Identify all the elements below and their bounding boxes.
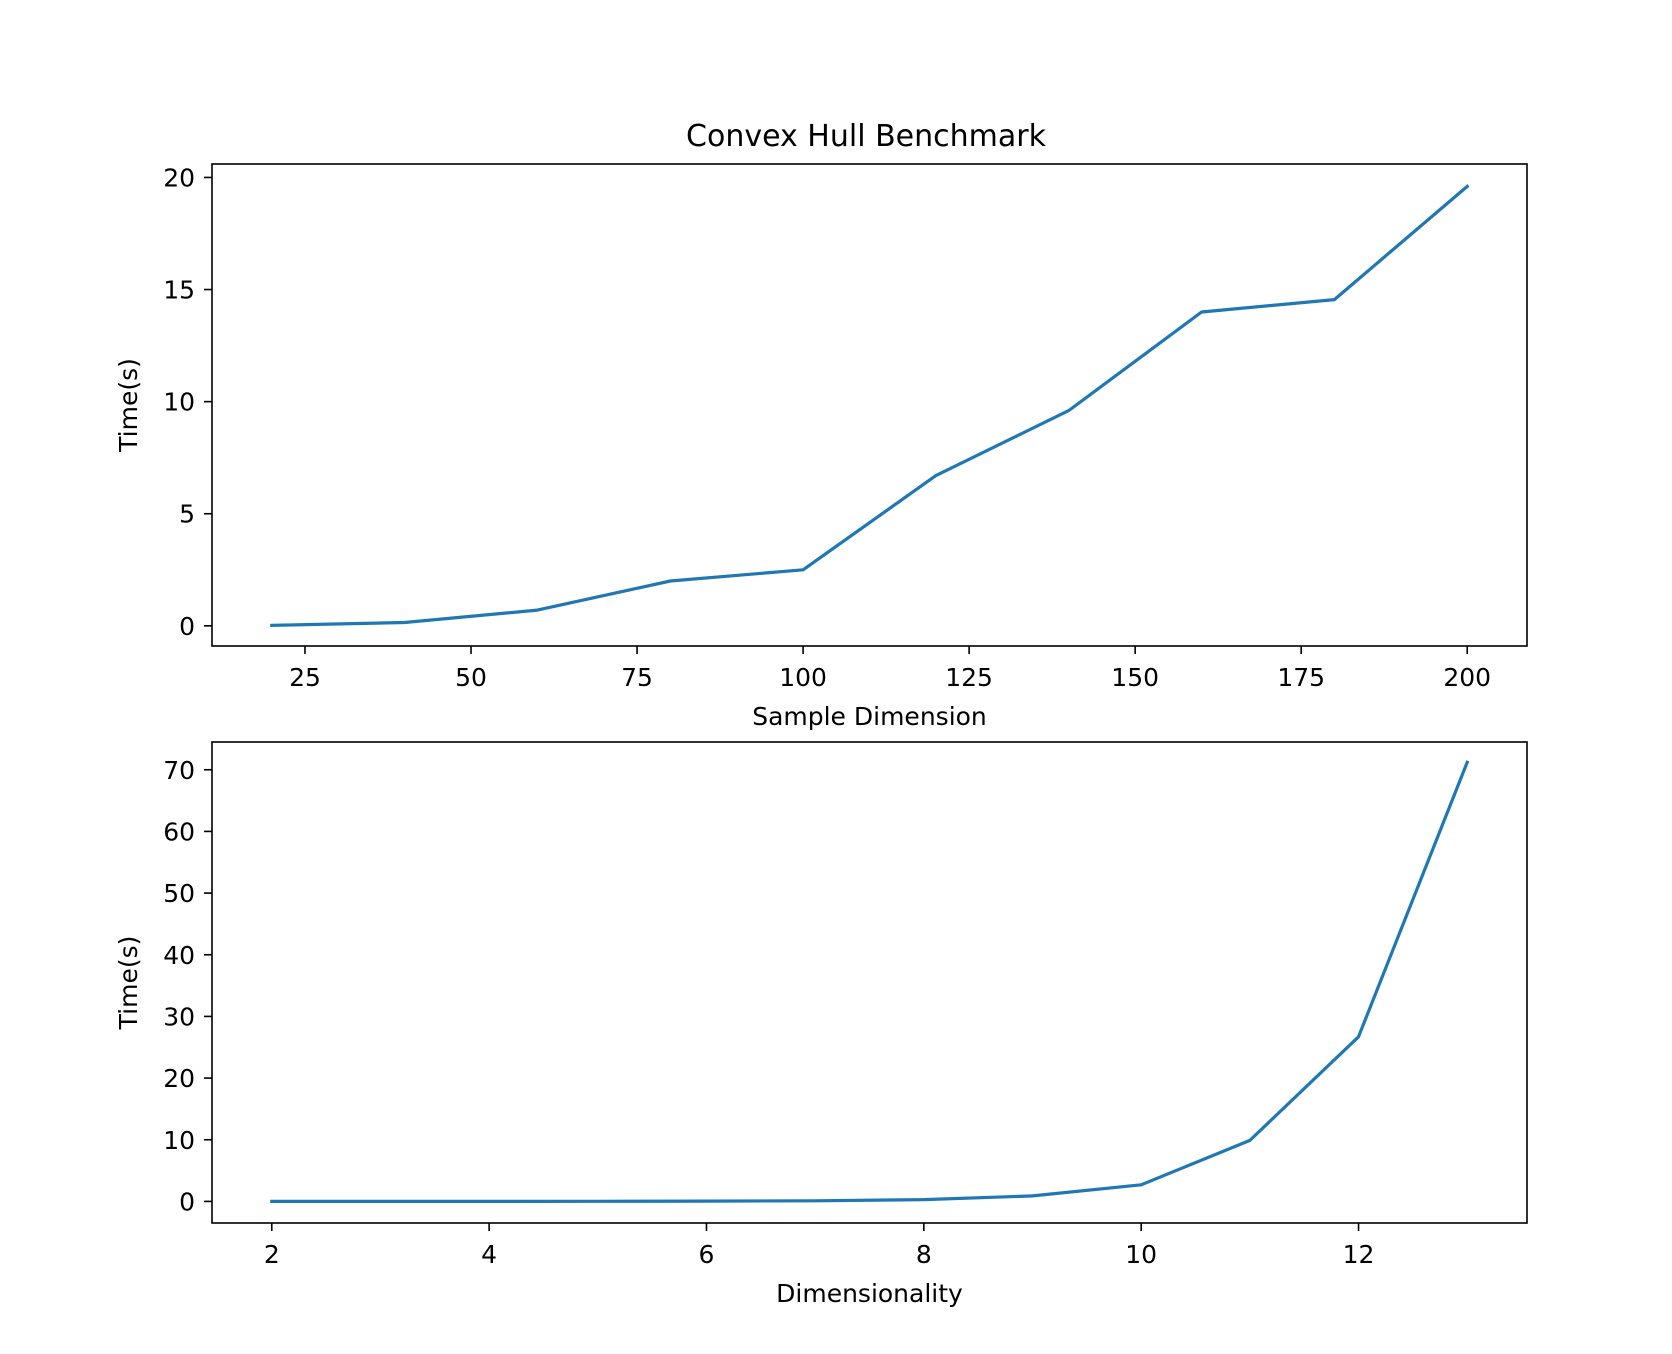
bottom-chart-marks: 2 4 6 8 10 12 0 10 20 30 40 50 60 70: [163, 756, 1470, 1269]
top-x-axis-label: Sample Dimension: [752, 702, 987, 731]
top-x-tick-label: 25: [289, 663, 321, 692]
top-x-tick-label: 200: [1443, 663, 1491, 692]
bottom-x-tick-label: 6: [699, 1240, 715, 1269]
top-y-tick-label: 20: [163, 163, 195, 192]
chart-title: Convex Hull Benchmark: [686, 119, 1047, 154]
bottom-y-axis-label: Time(s): [114, 936, 143, 1031]
top-plot-frame: [211, 163, 1528, 647]
bottom-series-line: [270, 760, 1470, 1204]
bottom-y-tick-label: 50: [163, 879, 195, 908]
top-x-tick-label: 125: [945, 663, 993, 692]
top-series-line: [270, 184, 1470, 628]
top-y-axis-label: Time(s): [114, 358, 143, 453]
bottom-x-tick-label: 12: [1343, 1240, 1375, 1269]
bottom-y-tick-label: 60: [163, 817, 195, 846]
top-chart-marks: 25 50 75 100 125 150 175 200 0 5 10 15 20: [163, 163, 1491, 692]
top-chart-panel: Convex Hull Benchmark 25 50 75 100 125 150 175…: [114, 119, 1528, 731]
top-y-tick-label: 15: [163, 276, 195, 305]
bottom-chart-panel: 2 4 6 8 10 12 0 10 20 30 40 50 60 70 Dimensionality T…: [114, 741, 1528, 1308]
bottom-plot-frame: [211, 741, 1528, 1224]
bottom-x-tick-label: 2: [264, 1240, 280, 1269]
top-x-tick-label: 75: [621, 663, 653, 692]
top-y-tick-label: 5: [179, 500, 195, 529]
bottom-x-tick-label: 8: [916, 1240, 932, 1269]
bottom-x-axis-label: Dimensionality: [776, 1279, 963, 1308]
bottom-y-tick-label: 0: [179, 1187, 195, 1216]
bottom-y-tick-label: 10: [163, 1126, 195, 1155]
top-x-tick-label: 100: [779, 663, 827, 692]
top-y-tick-label: 0: [179, 612, 195, 641]
top-x-tick-label: 175: [1277, 663, 1325, 692]
bottom-y-tick-label: 20: [163, 1064, 195, 1093]
top-x-tick-label: 50: [455, 663, 487, 692]
bottom-y-tick-label: 30: [163, 1002, 195, 1031]
bottom-x-tick-label: 4: [481, 1240, 497, 1269]
bottom-y-tick-label: 40: [163, 941, 195, 970]
bottom-x-tick-label: 10: [1125, 1240, 1157, 1269]
top-y-tick-label: 10: [163, 388, 195, 417]
top-x-tick-label: 150: [1111, 663, 1159, 692]
bottom-y-tick-label: 70: [163, 756, 195, 785]
